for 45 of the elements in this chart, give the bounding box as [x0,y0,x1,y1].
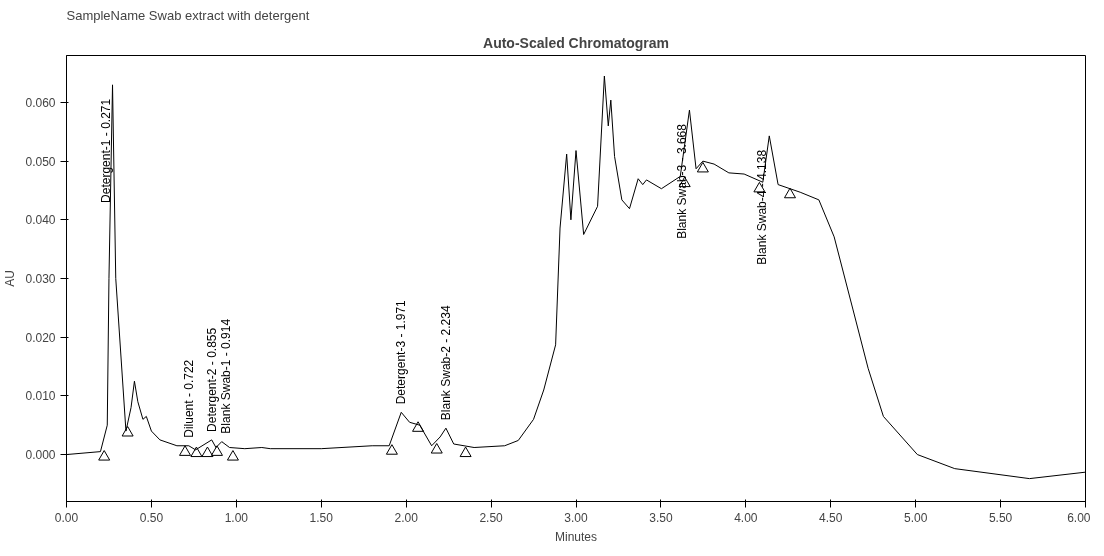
x-tick-label: 5.00 [903,510,928,525]
point [226,450,239,461]
x-tick-label: 0.50 [139,510,164,525]
x-axis-title: Minutes [554,529,598,544]
y-tick-label: 0.050 [25,154,56,169]
point [412,421,425,432]
y-axis-title: AU [3,270,18,287]
annotation: Blank Swab-3 - 3.668 [675,123,690,239]
x-tick-label: 6.00 [1067,510,1091,525]
annotation: Detergent-2 - 0.855 [204,327,219,432]
annotation: Blank Swab-4 - 4.138 [755,149,770,265]
annotation: Detergent-3 - 1.971 [394,299,409,405]
y-tick-label: 0.040 [25,213,56,228]
x-tick-label: 3.00 [564,510,588,525]
x-tick-label: 2.00 [394,510,419,525]
text: SampleName Swab extract with detergent [66,7,310,23]
x-tick-label: 5.50 [988,510,1013,525]
x-tick-label: 1.00 [224,510,249,525]
point [459,446,472,458]
x-tick-label: 1.50 [309,510,334,525]
annotation: Detergent-1 - 0.271 [98,98,113,203]
y-tick-label: 0.030 [25,272,56,286]
point [190,446,203,458]
y-tick-label: 0.060 [25,95,56,110]
point [210,445,223,456]
point [783,187,796,199]
chart-title: Auto-Scaled Chromatogram [483,34,669,51]
y-tick-label: 0.020 [25,330,56,345]
point [696,161,709,173]
x-tick-label: 4.50 [819,510,843,525]
annotation: Diluent - 0.722 [182,359,197,438]
x-tick-label: 4.00 [734,510,758,525]
point [121,425,134,437]
point [385,444,398,455]
annotation: Blank Swab-2 - 2.234 [438,305,453,421]
y-tick-label: 0.000 [25,448,56,463]
x-tick-label: 0.00 [54,510,79,525]
point [201,446,214,458]
point [430,443,443,454]
point [179,445,192,456]
point [98,450,111,461]
y-tick-label: 0.010 [25,389,56,404]
x-tick-label: 2.50 [479,510,504,525]
x-tick-label: 3.50 [649,510,673,525]
annotation: Blank Swab-1 - 0.914 [218,318,233,434]
